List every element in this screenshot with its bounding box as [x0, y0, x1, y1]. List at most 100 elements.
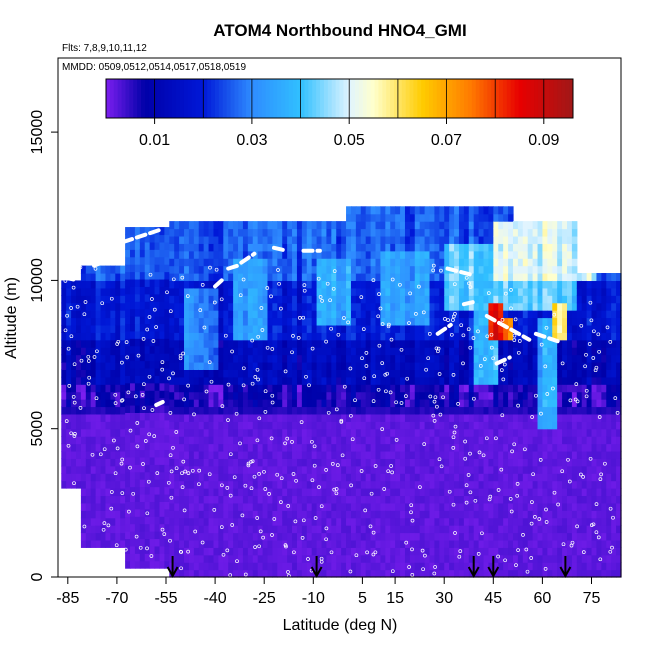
heatmap-cell-3885: [468, 280, 475, 289]
heatmap-cell-2826: [365, 347, 372, 356]
heatmap-cell-1844: [267, 450, 273, 459]
heatmap-cell-2377: [321, 413, 328, 422]
heatmap-cell-1666: [247, 347, 254, 356]
heatmap-cell-3975: [478, 354, 485, 363]
heatmap-cell-2139: [296, 399, 303, 408]
heatmap-cell-3054: [390, 510, 396, 519]
heatmap-cell-1683: [247, 221, 254, 230]
heatmap-cell-2582: [341, 317, 347, 326]
heatmap-cell-3354: [419, 510, 426, 519]
heatmap-cell-3866: [468, 421, 475, 430]
heatmap-cell-1374: [218, 376, 224, 385]
heatmap-cell-2336: [316, 361, 323, 370]
heatmap-cell-3537: [434, 265, 440, 274]
heatmap-cell-1609: [242, 413, 249, 422]
heatmap-cell-1131: [193, 399, 200, 408]
heatmap-cell-3420: [424, 391, 431, 400]
heatmap-cell-412: [115, 287, 121, 296]
heatmap-cell-4531: [532, 250, 539, 259]
heatmap-cell-4876: [571, 539, 578, 548]
heatmap-cell-3951: [478, 532, 485, 541]
heatmap-cell-3038: [385, 258, 391, 267]
heatmap-cell-4630: [542, 228, 548, 237]
heatmap-cell-207: [90, 399, 97, 408]
heatmap-cell-3329: [414, 324, 421, 333]
heatmap-cell-3421: [424, 384, 431, 393]
heatmap-cell-3503: [434, 517, 440, 526]
heatmap-cell-2329: [316, 413, 323, 422]
heatmap-cell-75: [71, 339, 77, 348]
heatmap-cell-2909: [375, 473, 382, 482]
heatmap-cell-804: [159, 353, 165, 362]
heatmap-cell-3045: [385, 206, 391, 215]
heatmap-cell-3867: [468, 413, 475, 422]
heatmap-cell-1174: [198, 436, 205, 445]
heatmap-cell-3674: [449, 361, 455, 370]
heatmap-cell-1024: [184, 480, 190, 489]
heatmap-cell-4843: [566, 428, 573, 437]
heatmap-cell-879: [169, 488, 175, 497]
heatmap-cell-4313: [512, 443, 519, 452]
heatmap-cell-4341: [512, 235, 519, 244]
heatmap-cell-1328: [213, 361, 219, 370]
heatmap-cell-1396: [223, 569, 229, 578]
heatmap-cell-3312: [414, 450, 421, 459]
heatmap-cell-2699: [355, 547, 362, 556]
heatmap-cell-3518: [434, 406, 440, 415]
heatmap-cell-3386: [419, 273, 426, 282]
heatmap-cell-3945: [473, 206, 480, 215]
heatmap-cell-509: [130, 493, 136, 502]
heatmap-cell-894: [169, 376, 175, 385]
heatmap-cell-3079: [390, 324, 396, 333]
heatmap-cell-3932: [473, 302, 480, 311]
heatmap-cell-3600: [444, 539, 450, 548]
heatmap-cell-699: [149, 449, 156, 458]
heatmap-cell-385: [115, 488, 121, 497]
heatmap-cell-1121: [193, 473, 200, 482]
heatmap-cell-4047: [488, 562, 494, 571]
heatmap-cell-4077: [488, 339, 494, 348]
heatmap-cell-234: [95, 480, 102, 489]
heatmap-cell-1303: [213, 547, 219, 556]
heatmap-cell-676: [144, 278, 151, 287]
heatmap-cell-4236: [503, 273, 509, 282]
heatmap-cell-287: [100, 369, 107, 378]
heatmap-cell-642: [144, 531, 151, 540]
heatmap-cell-4693: [552, 473, 558, 482]
heatmap-cell-3162: [400, 450, 406, 459]
heatmap-cell-4792: [562, 450, 568, 459]
heatmap-cell-2470: [331, 436, 337, 445]
heatmap-cell-502: [130, 545, 136, 554]
heatmap-cell-358: [110, 406, 116, 415]
heatmap-cell-32: [66, 450, 72, 459]
heatmap-cell-2055: [287, 310, 293, 319]
heatmap-cell-1462: [228, 436, 234, 445]
heatmap-cell-384: [115, 495, 121, 504]
heatmap-cell-2746: [360, 569, 367, 578]
heatmap-cell-2918: [375, 406, 382, 415]
heatmap-cell-301: [100, 265, 107, 274]
heatmap-cell-4211: [503, 458, 509, 467]
heatmap-cell-1759: [257, 369, 264, 378]
heatmap-cell-3623: [444, 369, 450, 378]
heatmap-cell-3770: [458, 391, 465, 400]
heatmap-cell-2179: [301, 458, 308, 467]
heatmap-cell-2154: [296, 287, 303, 296]
heatmap-cell-1379: [218, 339, 224, 348]
heatmap-cell-2885: [370, 280, 377, 289]
heatmap-cell-3264: [409, 436, 416, 445]
heatmap-cell-232: [95, 495, 102, 504]
heatmap-cell-3366: [419, 421, 426, 430]
heatmap-cell-187: [85, 265, 92, 274]
heatmap-cell-4570: [537, 317, 544, 326]
heatmap-cell-315: [105, 443, 111, 452]
heatmap-cell-455: [125, 553, 131, 562]
heatmap-cell-4337: [512, 265, 519, 274]
heatmap-cell-551: [134, 523, 141, 532]
heatmap-cell-1440: [223, 243, 229, 252]
heatmap-cell-2641: [346, 235, 352, 244]
heatmap-cell-4579: [537, 250, 544, 259]
heatmap-cell-1329: [213, 354, 219, 363]
heatmap-cell-1587: [238, 221, 244, 230]
heatmap-cell-2374: [321, 436, 328, 445]
